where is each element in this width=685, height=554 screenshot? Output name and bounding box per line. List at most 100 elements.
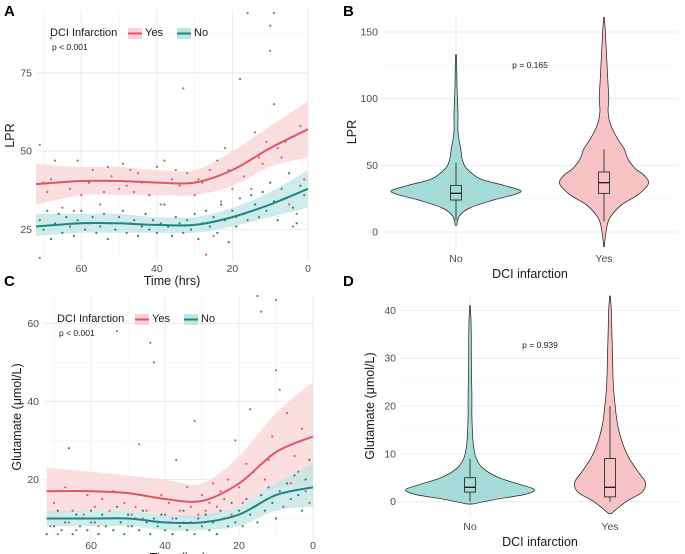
- p-value-annotation: p = 0.165: [512, 60, 548, 70]
- data-point-no: [256, 521, 259, 524]
- data-point-yes: [49, 525, 52, 528]
- data-point-no: [106, 237, 109, 241]
- data-point-no: [91, 216, 94, 219]
- legend-label-no: No: [194, 27, 208, 39]
- data-point-no: [267, 486, 270, 489]
- data-point-yes: [50, 37, 53, 40]
- data-point-yes: [223, 497, 226, 501]
- data-point-no: [308, 458, 311, 461]
- y-axis-title: LPR: [345, 120, 359, 144]
- p-value-annotation: p = 0.939: [522, 340, 558, 350]
- data-point-yes: [87, 181, 90, 184]
- data-point-no: [215, 533, 218, 536]
- violin-no: [405, 305, 535, 505]
- data-point-no: [155, 231, 158, 234]
- data-point-yes: [64, 486, 67, 489]
- data-point-no: [274, 517, 278, 520]
- data-point-yes: [102, 190, 106, 194]
- panel-c: 60 40 20 0 20 40 60 Time (hrs) Glutamate (μmol/L…: [4, 273, 316, 554]
- y-tick-label: 100: [360, 93, 378, 105]
- x-tick-label: 20: [227, 263, 239, 275]
- data-point-yes: [53, 159, 57, 162]
- data-point-no: [204, 513, 207, 516]
- data-point-yes: [68, 187, 72, 190]
- x-tick-label-no: No: [449, 253, 463, 265]
- data-point-yes: [71, 509, 74, 512]
- data-point-yes: [278, 388, 281, 391]
- data-point-yes: [231, 187, 234, 190]
- data-point-no: [163, 203, 166, 206]
- data-point-yes: [171, 517, 174, 520]
- x-tick-label: 40: [159, 540, 171, 552]
- data-point-no: [208, 529, 211, 532]
- data-point-yes: [261, 162, 264, 165]
- data-point-yes: [291, 225, 294, 228]
- data-point-no: [75, 513, 78, 516]
- data-point-no: [278, 490, 281, 493]
- data-point-no: [276, 219, 279, 222]
- data-point-no: [102, 212, 106, 215]
- data-point-yes: [61, 206, 64, 209]
- data-point-no: [220, 203, 223, 206]
- data-point-no: [299, 184, 302, 187]
- data-point-no: [297, 494, 300, 497]
- y-tick-label: 20: [27, 474, 39, 486]
- data-point-yes: [293, 454, 296, 458]
- data-point-no: [288, 172, 291, 175]
- data-point-yes: [159, 203, 162, 206]
- data-point-no: [204, 209, 208, 212]
- data-point-yes: [304, 490, 307, 493]
- violin-no: [390, 54, 522, 226]
- data-point-no: [271, 501, 274, 504]
- data-point-no: [175, 517, 178, 520]
- data-point-yes: [286, 412, 289, 415]
- data-point-no: [265, 209, 268, 212]
- y-tick-label: 75: [20, 67, 32, 79]
- y-axis-title: Glutamate (μmol/L): [363, 352, 377, 459]
- data-point-yes: [108, 509, 111, 512]
- data-point-no: [45, 533, 48, 536]
- data-point-yes: [163, 159, 166, 162]
- data-point-no: [186, 219, 189, 222]
- violin-yes: [559, 16, 649, 248]
- data-point-yes: [265, 140, 268, 143]
- x-tick-label: 0: [305, 263, 311, 275]
- data-point-yes: [219, 490, 222, 493]
- trend-line-no: [46, 486, 314, 525]
- data-point-no: [112, 529, 115, 532]
- data-point-no: [241, 525, 244, 528]
- x-tick-label: 20: [233, 540, 245, 552]
- data-point-yes: [115, 330, 119, 333]
- data-point-yes: [237, 486, 241, 489]
- data-point-no: [303, 194, 306, 197]
- data-point-no: [182, 231, 185, 234]
- data-point-no: [65, 216, 68, 219]
- data-point-yes: [288, 203, 291, 206]
- data-point-yes: [208, 501, 211, 504]
- data-point-no: [76, 219, 79, 222]
- data-point-no: [57, 212, 60, 215]
- data-point-yes: [238, 77, 242, 81]
- data-point-yes: [148, 194, 151, 197]
- legend-title: DCI Infarction: [57, 313, 124, 325]
- data-point-yes: [97, 525, 100, 528]
- data-point-no: [72, 234, 75, 237]
- data-point-no: [208, 225, 211, 228]
- y-tick-label: 150: [360, 27, 378, 39]
- data-point-no: [260, 494, 263, 497]
- data-point-yes: [134, 505, 137, 508]
- data-point-yes: [271, 435, 274, 438]
- data-point-no: [170, 234, 174, 237]
- data-point-no: [230, 501, 233, 504]
- data-point-no: [286, 482, 289, 485]
- data-point-no: [115, 505, 119, 508]
- panel-label: D: [343, 273, 354, 290]
- data-point-yes: [246, 12, 249, 15]
- y-tick-label: 60: [27, 318, 39, 330]
- data-point-no: [235, 225, 238, 228]
- data-point-no: [101, 513, 104, 516]
- x-tick-label-yes: Yes: [601, 521, 618, 533]
- y-axis-title: Glutamate (μmol/L): [10, 363, 24, 470]
- data-point-no: [212, 216, 215, 219]
